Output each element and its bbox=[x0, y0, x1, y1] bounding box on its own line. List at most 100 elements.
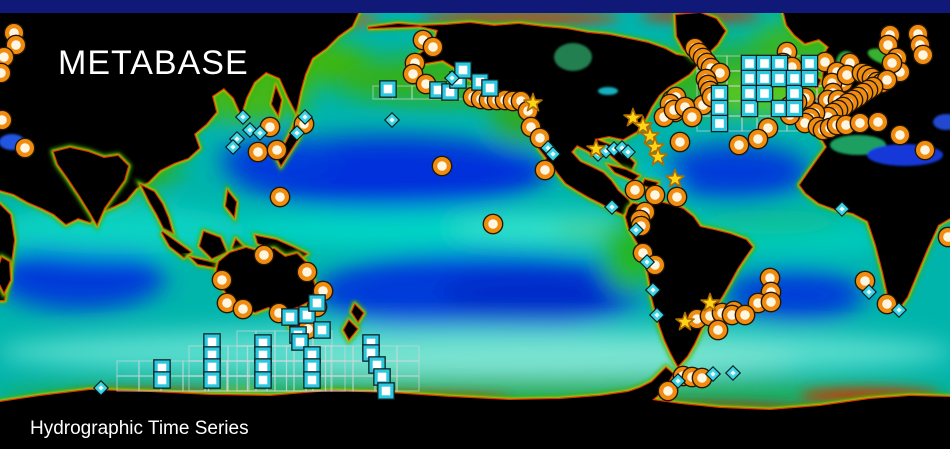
station-circle-marker[interactable] bbox=[707, 319, 729, 341]
station-square-marker[interactable] bbox=[785, 84, 804, 103]
station-star-marker[interactable] bbox=[648, 146, 668, 166]
station-square-marker[interactable] bbox=[800, 69, 819, 88]
station-circle-marker[interactable] bbox=[681, 106, 703, 128]
station-square-marker[interactable] bbox=[377, 382, 395, 400]
station-square-marker[interactable] bbox=[454, 61, 472, 79]
station-circle-marker[interactable] bbox=[0, 109, 13, 131]
station-circle-marker[interactable] bbox=[211, 269, 233, 291]
station-star-marker[interactable] bbox=[523, 92, 543, 112]
station-square-marker[interactable] bbox=[254, 371, 272, 389]
station-markers-layer bbox=[0, 22, 950, 402]
station-diamond-marker[interactable] bbox=[860, 283, 878, 301]
station-circle-marker[interactable] bbox=[849, 112, 871, 134]
landmass bbox=[610, 166, 638, 180]
station-circle-marker[interactable] bbox=[534, 159, 556, 181]
station-diamond-marker[interactable] bbox=[644, 281, 662, 299]
station-square-marker[interactable] bbox=[800, 54, 819, 73]
station-square-marker[interactable] bbox=[710, 114, 729, 133]
station-circle-marker[interactable] bbox=[0, 62, 12, 84]
station-diamond-marker[interactable] bbox=[296, 108, 314, 126]
station-diamond-marker[interactable] bbox=[638, 253, 656, 271]
station-square-marker[interactable] bbox=[755, 69, 774, 88]
station-square-marker[interactable] bbox=[740, 69, 759, 88]
station-diamond-marker[interactable] bbox=[383, 111, 401, 129]
station-circle-marker[interactable] bbox=[867, 111, 889, 133]
station-diamond-marker[interactable] bbox=[224, 138, 242, 156]
station-circle-marker[interactable] bbox=[422, 36, 444, 58]
station-circle-marker[interactable] bbox=[747, 128, 769, 150]
station-square-marker[interactable] bbox=[313, 321, 331, 339]
station-star-marker[interactable] bbox=[633, 115, 653, 135]
station-square-marker[interactable] bbox=[770, 69, 789, 88]
station-circle-marker[interactable] bbox=[666, 186, 688, 208]
station-star-marker[interactable] bbox=[623, 107, 643, 127]
station-circle-marker[interactable] bbox=[728, 134, 750, 156]
station-square-marker[interactable] bbox=[710, 99, 729, 118]
station-diamond-marker[interactable] bbox=[890, 301, 908, 319]
station-circle-marker[interactable] bbox=[269, 186, 291, 208]
station-circle-marker[interactable] bbox=[0, 46, 15, 68]
station-square-marker[interactable] bbox=[785, 99, 804, 118]
station-square-marker[interactable] bbox=[379, 80, 397, 98]
station-square-marker[interactable] bbox=[770, 54, 789, 73]
station-circle-marker[interactable] bbox=[644, 184, 666, 206]
station-square-marker[interactable] bbox=[203, 371, 221, 389]
station-circle-marker[interactable] bbox=[253, 244, 275, 266]
station-diamond-marker[interactable] bbox=[92, 379, 110, 397]
station-circle-marker[interactable] bbox=[232, 298, 254, 320]
station-circle-marker[interactable] bbox=[889, 124, 911, 146]
station-square-marker[interactable] bbox=[481, 79, 499, 97]
station-square-marker[interactable] bbox=[471, 73, 489, 91]
station-square-marker[interactable] bbox=[740, 99, 759, 118]
station-circle-marker[interactable] bbox=[937, 226, 950, 248]
station-square-marker[interactable] bbox=[153, 371, 171, 389]
station-star-marker[interactable] bbox=[665, 168, 685, 188]
station-circle-marker[interactable] bbox=[912, 44, 934, 66]
station-square-marker[interactable] bbox=[373, 368, 391, 386]
station-circle-marker[interactable] bbox=[881, 52, 903, 74]
survey-grid-cell[interactable] bbox=[396, 375, 420, 392]
station-circle-marker[interactable] bbox=[14, 137, 36, 159]
station-diamond-marker[interactable] bbox=[234, 108, 252, 126]
station-square-marker[interactable] bbox=[755, 84, 774, 103]
station-star-marker[interactable] bbox=[675, 311, 695, 331]
station-square-marker[interactable] bbox=[303, 371, 321, 389]
station-diamond-marker[interactable] bbox=[724, 364, 742, 382]
station-circle-marker[interactable] bbox=[431, 155, 453, 177]
landmass bbox=[226, 192, 236, 216]
station-square-marker[interactable] bbox=[755, 54, 774, 73]
station-circle-marker[interactable] bbox=[657, 380, 679, 402]
station-diamond-marker[interactable] bbox=[627, 221, 645, 239]
station-circle-marker[interactable] bbox=[914, 139, 936, 161]
station-circle-marker[interactable] bbox=[734, 304, 756, 326]
landmass bbox=[216, 248, 315, 312]
station-star-marker[interactable] bbox=[640, 125, 660, 145]
station-circle-marker[interactable] bbox=[266, 139, 288, 161]
station-square-marker[interactable] bbox=[785, 69, 804, 88]
station-square-marker[interactable] bbox=[740, 84, 759, 103]
station-square-marker[interactable] bbox=[740, 54, 759, 73]
station-circle-marker[interactable] bbox=[216, 292, 238, 314]
landmass bbox=[272, 88, 281, 114]
station-square-marker[interactable] bbox=[281, 308, 299, 326]
station-circle-marker[interactable] bbox=[669, 131, 691, 153]
station-square-marker[interactable] bbox=[710, 84, 729, 103]
landmass-layer bbox=[0, 9, 950, 449]
station-star-marker[interactable] bbox=[700, 292, 720, 312]
station-circle-marker[interactable] bbox=[760, 291, 782, 313]
station-circle-marker[interactable] bbox=[296, 261, 318, 283]
station-star-marker[interactable] bbox=[586, 138, 606, 158]
station-diamond-marker[interactable] bbox=[704, 365, 722, 383]
station-circle-marker[interactable] bbox=[624, 179, 646, 201]
station-diamond-marker[interactable] bbox=[288, 124, 306, 142]
station-square-marker[interactable] bbox=[770, 99, 789, 118]
station-star-marker[interactable] bbox=[645, 136, 665, 156]
station-diamond-marker[interactable] bbox=[443, 69, 461, 87]
station-diamond-marker[interactable] bbox=[833, 200, 851, 218]
station-square-marker[interactable] bbox=[308, 294, 326, 312]
station-circle-marker[interactable] bbox=[247, 141, 269, 163]
landmass bbox=[142, 186, 172, 232]
station-circle-marker[interactable] bbox=[482, 213, 504, 235]
station-diamond-marker[interactable] bbox=[648, 306, 666, 324]
station-diamond-marker[interactable] bbox=[669, 372, 687, 390]
